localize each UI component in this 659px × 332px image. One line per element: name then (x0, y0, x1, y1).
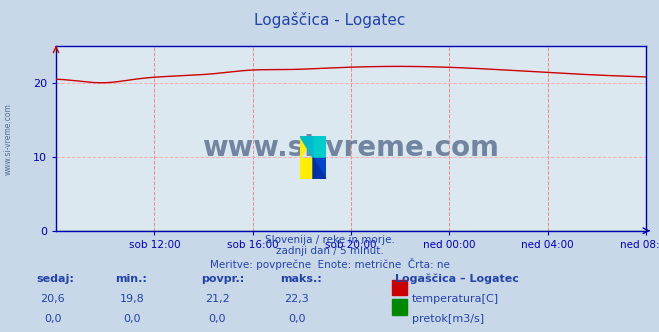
Text: 20,6: 20,6 (40, 294, 65, 304)
Text: povpr.:: povpr.: (201, 274, 244, 284)
Polygon shape (313, 136, 326, 158)
Text: pretok[m3/s]: pretok[m3/s] (412, 314, 484, 324)
Text: Meritve: povprečne  Enote: metrične  Črta: ne: Meritve: povprečne Enote: metrične Črta:… (210, 258, 449, 270)
Text: Logaščica - Logatec: Logaščica - Logatec (254, 12, 405, 28)
Polygon shape (300, 136, 313, 158)
Text: maks.:: maks.: (280, 274, 322, 284)
Text: temperatura[C]: temperatura[C] (412, 294, 499, 304)
Text: 0,0: 0,0 (288, 314, 305, 324)
Text: Slovenija / reke in morje.: Slovenija / reke in morje. (264, 235, 395, 245)
Text: www.si-vreme.com: www.si-vreme.com (3, 104, 13, 175)
Text: Logaščica – Logatec: Logaščica – Logatec (395, 274, 519, 285)
Text: 0,0: 0,0 (44, 314, 61, 324)
Text: min.:: min.: (115, 274, 147, 284)
Text: zadnji dan / 5 minut.: zadnji dan / 5 minut. (275, 246, 384, 256)
Polygon shape (300, 136, 313, 158)
Text: 19,8: 19,8 (119, 294, 144, 304)
Text: www.si-vreme.com: www.si-vreme.com (202, 134, 500, 162)
Polygon shape (313, 158, 326, 179)
Text: 0,0: 0,0 (209, 314, 226, 324)
Polygon shape (313, 158, 326, 179)
Text: 0,0: 0,0 (123, 314, 140, 324)
Text: 22,3: 22,3 (284, 294, 309, 304)
Text: 21,2: 21,2 (205, 294, 230, 304)
Text: sedaj:: sedaj: (36, 274, 74, 284)
Polygon shape (300, 158, 313, 179)
